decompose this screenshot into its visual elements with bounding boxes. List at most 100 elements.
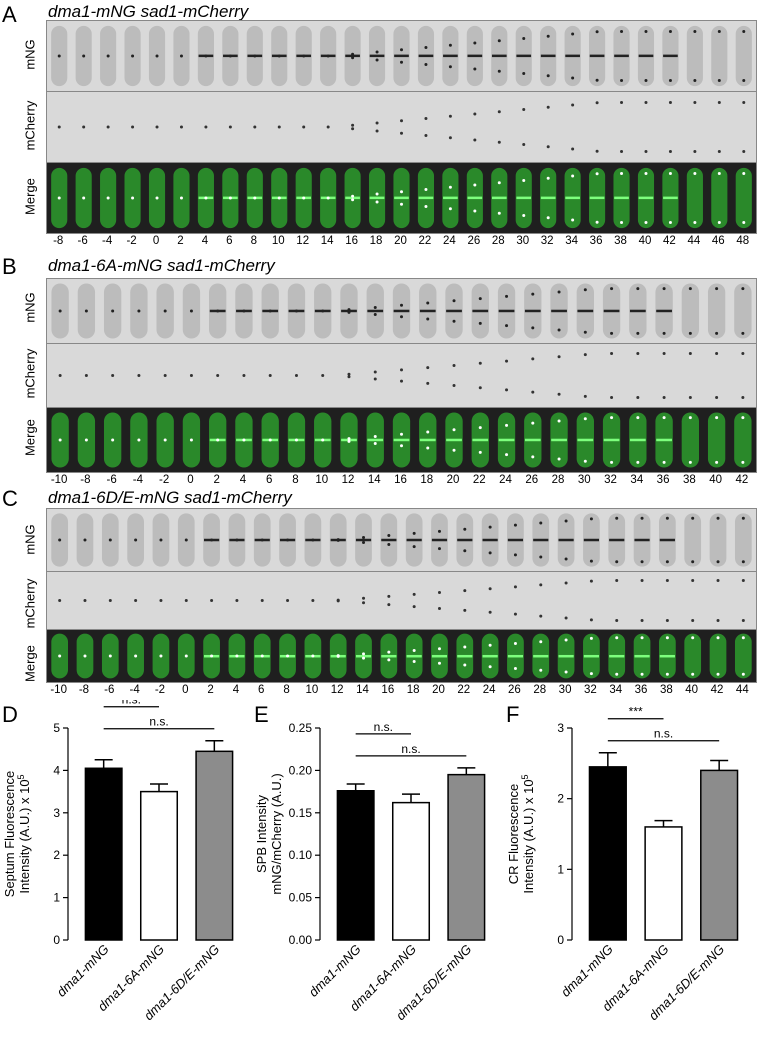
time-label: -4: [129, 684, 140, 696]
time-label: 40: [685, 684, 699, 696]
panel-title-a: dma1-mNG sad1-mCherry: [48, 2, 249, 21]
cell-mcherry-12: [373, 370, 377, 381]
time-label: 26: [508, 684, 521, 696]
cell-mng-14: [393, 25, 410, 87]
cell-merge-9: [279, 633, 296, 679]
cell-mcherry-6: [216, 374, 220, 377]
cell-mng-16: [471, 283, 489, 339]
cell-merge-22: [608, 633, 626, 679]
y-axis-label: SPB IntensitymNG/mCherry (A.U.): [254, 773, 284, 894]
time-label: 48: [736, 235, 750, 247]
cell-merge-10: [304, 633, 322, 679]
cell-merge-21: [564, 167, 581, 229]
y-tick-label: 2: [53, 848, 60, 862]
cell-mcherry-8: [253, 125, 257, 129]
cell-mcherry-16: [478, 361, 482, 390]
cell-merge-21: [602, 412, 621, 468]
bar-1: [644, 826, 683, 941]
time-label: 8: [250, 235, 257, 247]
row-label-c-merge: Merge: [22, 645, 38, 682]
time-label: 22: [457, 684, 471, 696]
significance-label: n.s.: [401, 742, 420, 756]
cell-mng-14: [419, 283, 437, 339]
cell-mcherry-7: [242, 374, 246, 377]
time-label: 30: [516, 235, 530, 247]
time-label: 22: [418, 235, 432, 247]
time-label: 20: [394, 235, 407, 247]
time-label: 40: [638, 235, 652, 247]
cell-mcherry-27: [741, 579, 745, 622]
cell-merge-14: [405, 633, 423, 679]
cell-merge-13: [380, 633, 398, 679]
cell-mcherry-17: [473, 112, 477, 142]
cell-mcherry-22: [595, 101, 599, 153]
time-label: -6: [104, 684, 115, 696]
time-label: 28: [491, 235, 505, 247]
cell-mng-17: [481, 513, 499, 567]
cell-mcherry-12: [351, 123, 355, 131]
cell-mng-2: [103, 283, 122, 339]
image-strip-b-mng: [46, 278, 757, 344]
cell-merge-9: [271, 167, 288, 229]
cell-merge-13: [392, 412, 411, 468]
cell-mcherry-19: [522, 107, 526, 147]
cell-mng-2: [100, 25, 117, 87]
time-label: 4: [232, 684, 240, 696]
time-label: 34: [630, 474, 644, 486]
cell-mcherry-22: [615, 579, 619, 622]
cell-mcherry-6: [210, 599, 214, 602]
cell-merge-25: [707, 412, 726, 468]
cell-merge-18: [524, 412, 542, 468]
panel-letter-c: C: [2, 486, 18, 511]
cell-mcherry-3: [137, 374, 141, 377]
time-label: 6: [226, 235, 233, 247]
cell-merge-21: [583, 633, 600, 679]
cell-merge-6: [203, 633, 220, 679]
cell-mng-15: [417, 25, 435, 87]
cell-merge-12: [344, 167, 361, 229]
time-label: 32: [584, 684, 597, 696]
time-label: 6: [266, 474, 273, 486]
time-label: 38: [614, 235, 627, 247]
cell-mng-19: [550, 283, 568, 339]
cell-merge-3: [130, 412, 148, 468]
time-label: -2: [159, 474, 170, 486]
cell-mng-10: [295, 25, 312, 87]
cell-mcherry-0: [58, 599, 62, 602]
cell-mcherry-24: [688, 351, 692, 400]
cell-mng-12: [344, 25, 361, 87]
cell-merge-0: [51, 167, 68, 229]
time-label: 4: [201, 235, 209, 247]
cell-mcherry-7: [235, 599, 239, 602]
cell-merge-26: [734, 412, 752, 468]
cell-mng-25: [684, 513, 702, 567]
cell-merge-16: [442, 167, 459, 229]
time-label: 32: [604, 474, 617, 486]
time-label: 34: [609, 684, 623, 696]
cell-mng-23: [655, 283, 673, 339]
time-label: 14: [320, 235, 334, 247]
cell-merge-8: [253, 633, 271, 679]
cell-mcherry-2: [108, 599, 112, 602]
image-strip-a-mcherry: [46, 91, 757, 163]
cell-merge-8: [246, 167, 263, 229]
cell-mcherry-25: [691, 579, 695, 622]
cell-mng-8: [246, 25, 263, 87]
cell-mng-15: [445, 283, 463, 339]
time-label: -10: [50, 684, 67, 696]
cell-mcherry-15: [424, 116, 428, 138]
bar-1: [391, 801, 431, 941]
time-label: 30: [577, 474, 591, 486]
cell-mng-26: [686, 25, 703, 87]
cell-mcherry-2: [106, 125, 110, 129]
time-label: 30: [558, 684, 572, 696]
cell-merge-7: [228, 633, 246, 679]
cell-mng-27: [734, 513, 752, 567]
cell-mcherry-23: [620, 101, 624, 153]
y-tick-label: 1: [53, 891, 60, 905]
y-tick-label: 3: [557, 721, 564, 735]
cell-merge-26: [686, 167, 703, 229]
cell-merge-14: [419, 412, 437, 468]
cell-merge-19: [515, 167, 532, 229]
time-label: -2: [154, 684, 166, 696]
